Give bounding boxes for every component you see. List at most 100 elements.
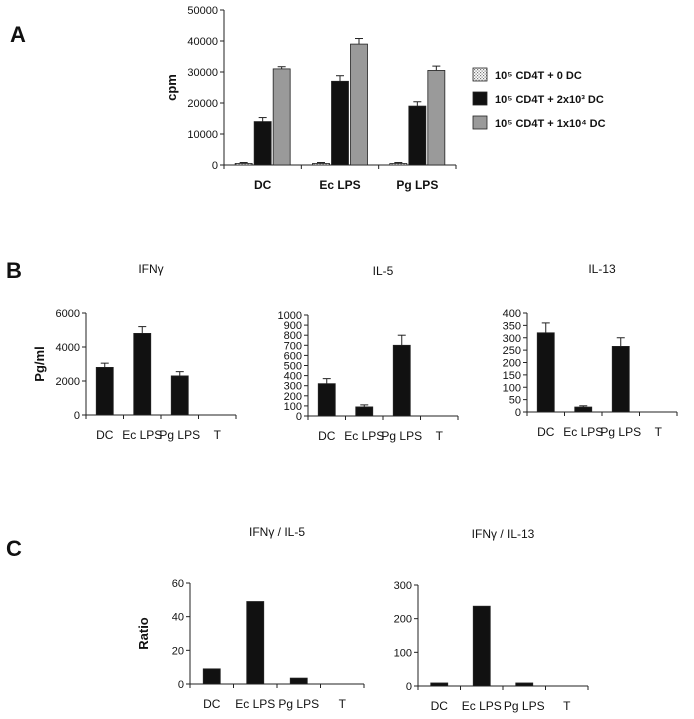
x-tick-label: Ec LPS	[235, 697, 275, 711]
x-tick-label: DC	[96, 428, 114, 442]
y-tick-label: 0	[515, 407, 521, 419]
x-tick-label: DC	[203, 697, 221, 711]
x-tick-label: T	[339, 697, 347, 711]
y-tick-label: 6000	[56, 308, 80, 320]
y-tick-label: 250	[503, 345, 521, 357]
panel-label-b: B	[6, 258, 22, 283]
bar	[170, 375, 189, 416]
x-tick-label: Pg LPS	[381, 429, 422, 443]
y-tick-label: 700	[284, 340, 302, 352]
chart-title: IFNγ / IL-13	[472, 527, 535, 541]
y-tick-label: 30000	[187, 67, 218, 79]
bar	[331, 80, 349, 166]
bar	[312, 163, 330, 166]
y-tick-label: 200	[394, 614, 412, 626]
y-tick-label: 300	[284, 381, 302, 393]
bar	[536, 332, 555, 413]
y-axis-label: cpm	[164, 74, 179, 101]
x-tick-label: DC	[431, 699, 449, 713]
x-tick-label: DC	[318, 429, 336, 443]
y-tick-label: 4000	[56, 342, 80, 354]
chart-title: IFNγ / IL-5	[249, 525, 305, 539]
bar	[317, 383, 336, 417]
bar	[253, 121, 272, 166]
x-tick-label: DC	[254, 178, 272, 192]
y-tick-label: 0	[212, 160, 218, 172]
legend-swatch	[472, 115, 488, 130]
x-tick-label: Pg LPS	[278, 697, 319, 711]
y-tick-label: 10000	[187, 129, 218, 141]
bar	[355, 406, 374, 417]
y-tick-label: 400	[503, 308, 521, 320]
y-tick-label: 0	[178, 679, 184, 691]
y-tick-label: 400	[284, 371, 302, 383]
x-tick-label: T	[436, 429, 444, 443]
panel-label-c: C	[6, 536, 22, 561]
x-tick-label: Pg LPS	[600, 425, 641, 439]
y-tick-label: 0	[406, 681, 412, 693]
bar	[515, 682, 534, 687]
y-tick-label: 300	[503, 333, 521, 345]
legend-label: 10⁵ CD4T + 1x10⁴ DC	[495, 118, 606, 130]
bar	[408, 105, 427, 166]
y-tick-label: 60	[172, 578, 184, 590]
legend-label: 10⁵ CD4T + 2x10³ DC	[495, 94, 604, 106]
y-tick-label: 150	[503, 370, 521, 382]
x-tick-label: Pg LPS	[396, 178, 438, 192]
y-tick-label: 50	[509, 395, 521, 407]
chart-a: 0 10000 20000 30000 40000 50000 cpm DC Ec LPS Pg …	[164, 5, 606, 192]
y-tick-label: 0	[296, 411, 302, 423]
y-axis-label: Ratio	[136, 617, 151, 650]
y-tick-label: 1000	[278, 310, 302, 322]
bar	[272, 68, 291, 166]
y-tick-label: 100	[503, 382, 521, 394]
y-tick-label: 200	[503, 358, 521, 370]
chart-title: IL-13	[588, 262, 616, 276]
y-tick-label: 20000	[187, 98, 218, 110]
x-tick-label: Pg LPS	[159, 428, 200, 442]
x-tick-label: Ec LPS	[344, 429, 384, 443]
y-tick-label: 200	[284, 391, 302, 403]
bar	[234, 163, 253, 166]
bar	[574, 406, 593, 413]
y-tick-label: 500	[284, 361, 302, 373]
y-tick-label: 350	[503, 320, 521, 332]
y-tick-label: 600	[284, 350, 302, 362]
bar	[246, 601, 265, 685]
legend-swatch	[472, 67, 488, 82]
bar	[611, 346, 630, 413]
x-tick-label: Ec LPS	[122, 428, 162, 442]
y-tick-label: 40000	[187, 36, 218, 48]
y-tick-label: 0	[74, 410, 80, 422]
x-tick-label: T	[563, 699, 571, 713]
y-tick-label: 900	[284, 320, 302, 332]
panel-label-a: A	[10, 22, 26, 47]
x-tick-label: Ec LPS	[319, 178, 360, 192]
bar	[95, 366, 114, 416]
legend-swatch	[472, 91, 488, 106]
chart-c1: 0 20 40 60 Ratio IFNγ / IL-5 DC Ec LPS Pg LPS T	[136, 525, 365, 711]
bar	[133, 332, 152, 416]
y-tick-label: 2000	[56, 376, 80, 388]
y-tick-label: 300	[394, 580, 412, 592]
chart-c2: 0 100 200 300 IFNγ / IL-13 DC Ec LPS Pg LPS T	[394, 527, 589, 713]
y-axis-label: Pg/ml	[32, 346, 47, 381]
bar	[427, 70, 446, 166]
bar	[430, 682, 449, 687]
legend-label: 10⁵ CD4T + 0 DC	[495, 70, 582, 82]
chart-title: IFNγ	[138, 262, 163, 276]
x-tick-label: T	[214, 428, 222, 442]
x-tick-label: Ec LPS	[563, 425, 603, 439]
y-tick-label: 100	[284, 401, 302, 413]
chart-title: IL-5	[373, 264, 394, 278]
y-tick-label: 20	[172, 645, 184, 657]
bar	[350, 43, 368, 166]
y-tick-label: 800	[284, 330, 302, 342]
bar	[392, 344, 411, 417]
x-tick-label: T	[655, 425, 663, 439]
